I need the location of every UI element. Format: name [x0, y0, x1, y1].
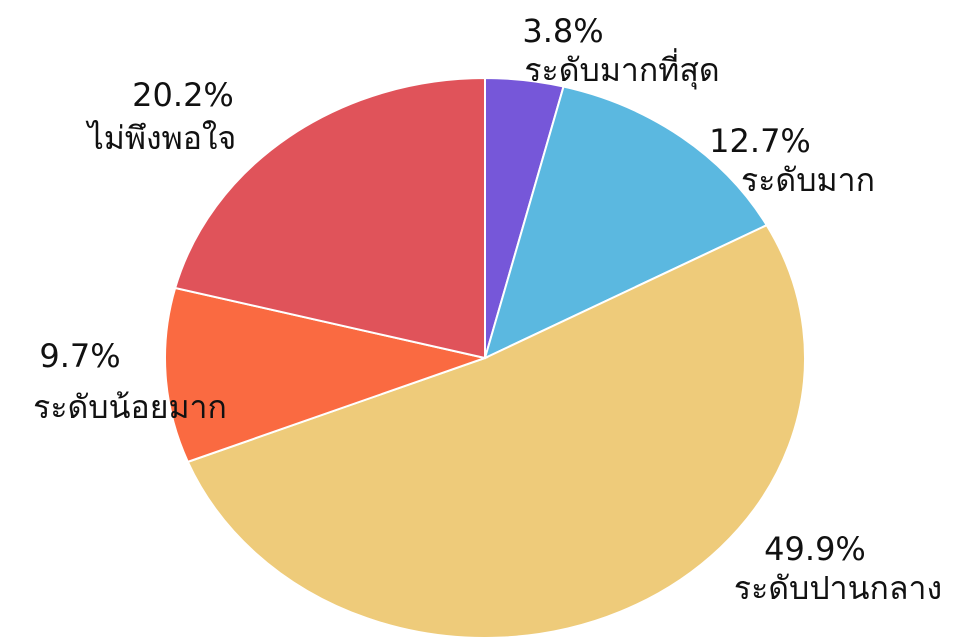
category-label: ไม่พึงพอใจ — [85, 119, 237, 157]
pie-slice — [173, 76, 486, 360]
category-label: ระดับน้อยมาก — [33, 388, 227, 426]
category-label: ระดับมากที่สุด — [524, 48, 719, 90]
category-label: ระดับปานกลาง — [734, 569, 942, 607]
pie-slice — [483, 85, 769, 360]
value-label: 49.9% — [764, 530, 866, 568]
value-label: 9.7% — [39, 337, 120, 375]
category-label: ระดับมาก — [741, 161, 875, 199]
value-label: 12.7% — [709, 122, 811, 160]
value-label: 20.2% — [132, 76, 234, 114]
pie-slice — [164, 286, 489, 464]
value-label: 3.8% — [522, 12, 603, 50]
pie-slice — [186, 223, 806, 639]
